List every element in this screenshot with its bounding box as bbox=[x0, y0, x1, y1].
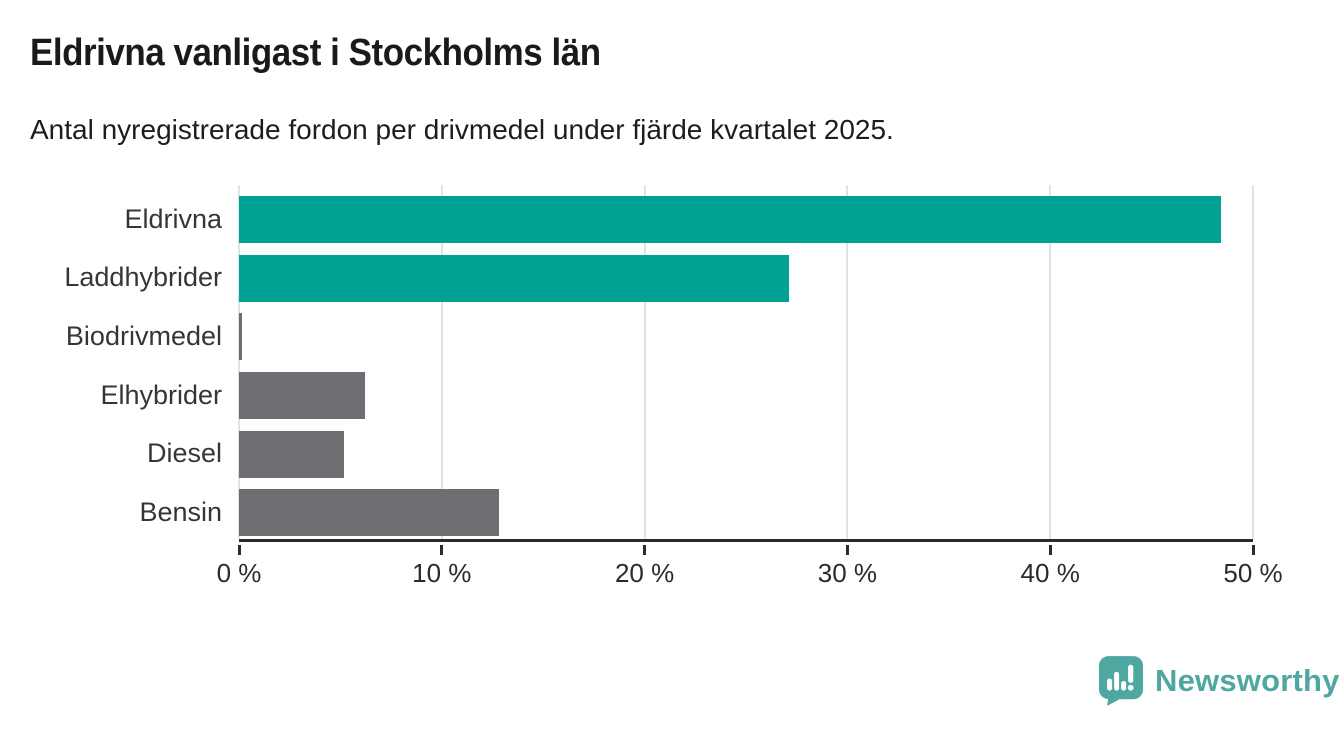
newsworthy-logo-icon bbox=[1098, 656, 1144, 706]
x-tick-label-50: 50 % bbox=[1223, 558, 1283, 588]
x-tick-label-20: 20 % bbox=[614, 558, 675, 588]
category-label-elhybrider: Elhybrider bbox=[100, 379, 222, 410]
x-tick-label-0: 0 % bbox=[216, 558, 262, 588]
x-axis-tick-10 bbox=[440, 545, 444, 555]
category-label-bensin: Bensin bbox=[139, 497, 222, 528]
category-label-eldrivna: Eldrivna bbox=[124, 203, 222, 234]
bar-eldrivna bbox=[239, 195, 1221, 243]
gridline-20 bbox=[643, 185, 646, 539]
bar-elhybrider bbox=[239, 371, 365, 419]
newsworthy-logo: Newsworthy bbox=[1098, 655, 1340, 707]
gridline-40 bbox=[1049, 185, 1052, 539]
newsworthy-wordmark: Newsworthy bbox=[1155, 663, 1340, 698]
category-label-diesel: Diesel bbox=[146, 438, 222, 469]
x-axis-tick-20 bbox=[643, 545, 647, 555]
bar-diesel bbox=[239, 430, 345, 478]
x-tick-label-30: 30 % bbox=[817, 558, 878, 588]
chart-title: Eldrivna vanligast i Stockholms län bbox=[30, 32, 601, 74]
bar-biodrivmedel bbox=[239, 313, 242, 361]
x-tick-label-10: 10 % bbox=[412, 558, 472, 588]
x-axis-tick-30 bbox=[845, 545, 849, 555]
gridline-30 bbox=[846, 185, 849, 539]
chart-subtitle: Antal nyregistrerade fordon per drivmede… bbox=[30, 114, 894, 145]
bar-bensin bbox=[239, 489, 499, 537]
x-axis-tick-0 bbox=[237, 545, 241, 555]
gridline-0 bbox=[238, 185, 240, 539]
gridline-50 bbox=[1252, 185, 1254, 539]
bar-laddhybrider bbox=[239, 254, 789, 302]
category-label-laddhybrider: Laddhybrider bbox=[64, 262, 222, 293]
category-labels: Eldrivna Laddhybrider Biodrivmedel Elhybrid… bbox=[0, 190, 222, 542]
bar-chart: Eldrivna Laddhybrider Biodrivmedel Elhybrid… bbox=[0, 185, 1283, 588]
category-label-biodrivmedel: Biodrivmedel bbox=[65, 321, 222, 352]
gridline-10 bbox=[440, 185, 443, 539]
plot-area: 0 % 10 % 20 % 30 % 40 % 50 % bbox=[217, 185, 1283, 588]
x-axis-tick-40 bbox=[1048, 545, 1052, 555]
x-axis-tick-50 bbox=[1251, 545, 1255, 555]
x-tick-label-40: 40 % bbox=[1020, 558, 1080, 588]
